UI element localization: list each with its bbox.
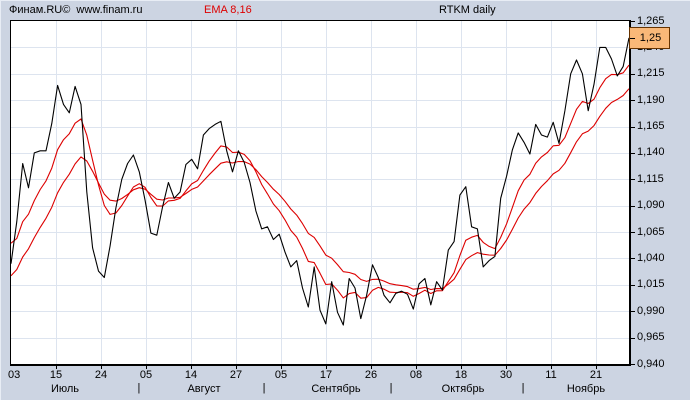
month-label: Сентябрь	[311, 383, 361, 395]
x-axis-tick	[371, 366, 372, 369]
x-axis-label: 26	[364, 369, 378, 381]
price-line	[11, 37, 629, 326]
y-axis-tick	[631, 364, 635, 365]
brand-text: Финам.RU© www.finam.ru	[9, 4, 143, 16]
y-axis-tick	[631, 258, 635, 259]
month-label: Ноябрь	[566, 383, 606, 395]
y-axis-label: 0,990	[637, 304, 665, 317]
x-axis-tick	[416, 366, 417, 369]
x-axis-label: 05	[274, 369, 288, 381]
x-axis-tick	[461, 366, 462, 369]
x-axis-tick	[551, 366, 552, 369]
last-price-badge: 1,25	[629, 26, 670, 49]
y-axis-label: 1,165	[637, 120, 665, 133]
y-axis-label: 1,090	[637, 199, 665, 212]
price-tick-mark	[630, 37, 635, 39]
y-axis-tick	[631, 285, 635, 286]
y-axis-tick	[631, 311, 635, 312]
x-axis-tick	[191, 366, 192, 369]
y-axis-label: 1,065	[637, 225, 665, 238]
month-separator: |	[521, 382, 525, 394]
chart-canvas	[11, 21, 629, 364]
x-axis-label: 27	[229, 369, 243, 381]
month-separator: |	[137, 382, 141, 394]
x-axis-label: 17	[319, 369, 333, 381]
y-axis-tick	[631, 179, 635, 180]
x-axis-label: 18	[454, 369, 468, 381]
y-axis-label: 0,940	[637, 357, 665, 370]
y-axis-tick	[631, 21, 635, 22]
ema16-line	[11, 88, 629, 291]
x-axis-label: 14	[184, 369, 198, 381]
x-axis-tick	[236, 366, 237, 369]
month-label: Июль	[50, 383, 80, 395]
x-axis-label: 15	[49, 369, 63, 381]
month-label: Август	[187, 383, 221, 395]
ema8-line	[11, 64, 629, 299]
indicator-label: EMA 8,16	[204, 4, 252, 16]
x-axis-tick	[101, 366, 102, 369]
x-axis-label: 08	[409, 369, 423, 381]
x-axis-label: 21	[589, 369, 603, 381]
y-axis-label: 1,265	[637, 14, 665, 27]
month-separator: |	[262, 382, 266, 394]
y-axis-label: 1,015	[637, 278, 665, 291]
y-axis-tick	[631, 153, 635, 154]
month-separator: |	[389, 382, 393, 394]
y-axis-label: 1,140	[637, 146, 665, 159]
y-axis-label: 1,115	[637, 172, 664, 185]
y-axis-tick	[631, 127, 635, 128]
x-axis-tick	[146, 366, 147, 369]
y-axis-label: 1,190	[637, 93, 665, 106]
x-axis-tick	[56, 366, 57, 369]
last-price-label: 1,25	[639, 31, 662, 44]
x-axis-label: 24	[94, 369, 108, 381]
x-axis-label: 11	[545, 369, 557, 381]
chart-title: RTKM daily	[439, 4, 496, 16]
y-axis-tick	[631, 74, 635, 75]
month-label: Октябрь	[441, 383, 485, 395]
y-axis-label: 1,040	[637, 251, 665, 264]
x-axis-label: 30	[499, 369, 513, 381]
x-axis-tick	[326, 366, 327, 369]
y-axis-label: 1,215	[637, 67, 665, 80]
x-axis-label: 03	[7, 369, 21, 381]
plot-area	[10, 20, 631, 366]
x-axis-tick	[281, 366, 282, 369]
x-axis-tick	[506, 366, 507, 369]
y-axis-tick	[631, 338, 635, 339]
x-axis-label: 05	[139, 369, 153, 381]
y-axis-tick	[631, 206, 635, 207]
y-axis-tick	[631, 100, 635, 101]
y-axis-label: 0,965	[637, 331, 665, 344]
x-axis-tick	[596, 366, 597, 369]
y-axis-tick	[631, 232, 635, 233]
